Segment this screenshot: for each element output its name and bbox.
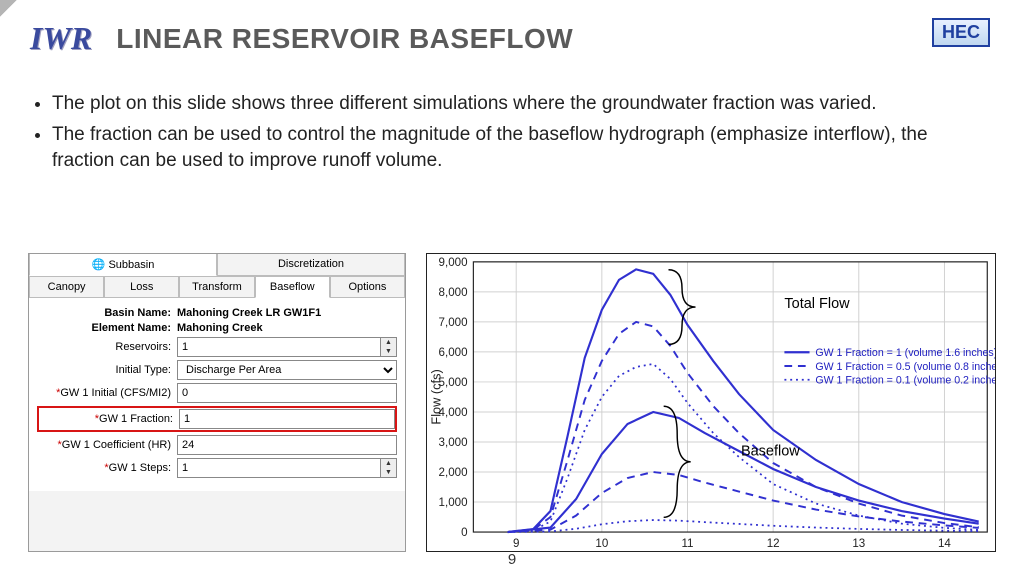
svg-text:Total Flow: Total Flow bbox=[784, 296, 850, 312]
svg-text:GW 1 Fraction = 0.1 (volume 0.: GW 1 Fraction = 0.1 (volume 0.2 inches) bbox=[815, 375, 995, 387]
svg-text:10: 10 bbox=[595, 537, 608, 550]
basin-name-label: Basin Name: bbox=[37, 307, 177, 319]
tab-discretization[interactable]: Discretization bbox=[217, 254, 405, 276]
element-name-label: Element Name: bbox=[37, 322, 177, 334]
svg-text:12: 12 bbox=[767, 537, 780, 550]
element-name-value: Mahoning Creek bbox=[177, 322, 397, 334]
gw1-steps-spinner[interactable]: ▲▼ bbox=[381, 458, 397, 478]
svg-text:11: 11 bbox=[681, 537, 693, 550]
svg-text:3,000: 3,000 bbox=[439, 436, 468, 449]
reservoirs-spinner[interactable]: ▲▼ bbox=[381, 337, 397, 357]
properties-panel: 🌐 Subbasin Discretization Canopy Loss Tr… bbox=[28, 253, 406, 552]
content-row: 🌐 Subbasin Discretization Canopy Loss Tr… bbox=[28, 253, 996, 552]
svg-text:7,000: 7,000 bbox=[439, 316, 468, 329]
hec-logo: HEC bbox=[932, 18, 990, 47]
tab-canopy[interactable]: Canopy bbox=[29, 277, 104, 298]
svg-text:2,000: 2,000 bbox=[439, 466, 468, 479]
svg-text:9,000: 9,000 bbox=[439, 256, 468, 269]
svg-text:Baseflow: Baseflow bbox=[741, 444, 800, 460]
slide-number: 9 bbox=[508, 551, 516, 568]
svg-text:14: 14 bbox=[938, 537, 951, 550]
gw1-initial-label: *GW 1 Initial (CFS/MI2) bbox=[37, 387, 177, 399]
gw1-steps-input[interactable] bbox=[177, 458, 381, 478]
panel-body: Basin Name:Mahoning Creek LR GW1F1 Eleme… bbox=[29, 298, 405, 491]
reservoirs-input[interactable] bbox=[177, 337, 381, 357]
initial-type-label: Initial Type: bbox=[37, 364, 177, 376]
svg-text:0: 0 bbox=[461, 526, 468, 539]
panel-tabs-lower: Canopy Loss Transform Baseflow Options bbox=[29, 276, 405, 298]
slide: IWR LINEAR RESERVOIR BASEFLOW HEC The pl… bbox=[6, 6, 1018, 570]
panel-tabs-upper: 🌐 Subbasin Discretization bbox=[29, 254, 405, 276]
reservoirs-label: Reservoirs: bbox=[37, 341, 177, 353]
flow-chart: 01,0002,0003,0004,0005,0006,0007,0008,00… bbox=[426, 253, 996, 552]
initial-type-select[interactable]: Discharge Per Area bbox=[177, 360, 397, 380]
gw1-steps-label: *GW 1 Steps: bbox=[37, 462, 177, 474]
tab-options[interactable]: Options bbox=[330, 277, 405, 298]
tab-transform[interactable]: Transform bbox=[179, 277, 254, 298]
tab-baseflow[interactable]: Baseflow bbox=[255, 277, 330, 298]
svg-text:9: 9 bbox=[513, 537, 519, 550]
tab-label: Subbasin bbox=[108, 259, 154, 271]
svg-text:1,000: 1,000 bbox=[439, 496, 468, 509]
gw1-initial-input[interactable] bbox=[177, 383, 397, 403]
bullet-item: The fraction can be used to control the … bbox=[52, 122, 994, 175]
svg-text:Flow (cfs): Flow (cfs) bbox=[430, 370, 444, 425]
page-title: LINEAR RESERVOIR BASEFLOW bbox=[116, 23, 573, 55]
chart-container: 01,0002,0003,0004,0005,0006,0007,0008,00… bbox=[426, 253, 996, 552]
slide-header: IWR LINEAR RESERVOIR BASEFLOW HEC bbox=[30, 20, 994, 57]
iwr-logo: IWR bbox=[30, 20, 92, 57]
svg-text:8,000: 8,000 bbox=[439, 286, 468, 299]
tab-subbasin[interactable]: 🌐 Subbasin bbox=[29, 254, 217, 276]
gw1-fraction-label: *GW 1 Fraction: bbox=[39, 413, 179, 425]
gw1-coeff-input[interactable] bbox=[177, 435, 397, 455]
gw1-fraction-input[interactable] bbox=[179, 409, 395, 429]
bullet-item: The plot on this slide shows three diffe… bbox=[52, 91, 994, 118]
bullet-list: The plot on this slide shows three diffe… bbox=[52, 91, 994, 175]
tab-loss[interactable]: Loss bbox=[104, 277, 179, 298]
svg-text:13: 13 bbox=[852, 537, 865, 550]
svg-text:6,000: 6,000 bbox=[439, 346, 468, 359]
basin-name-value: Mahoning Creek LR GW1F1 bbox=[177, 307, 397, 319]
gw1-coeff-label: *GW 1 Coefficient (HR) bbox=[37, 439, 177, 451]
svg-text:GW 1 Fraction = 0.5 (volume 0.: GW 1 Fraction = 0.5 (volume 0.8 inches) bbox=[815, 361, 995, 373]
svg-text:GW 1 Fraction = 1 (volume 1.6: GW 1 Fraction = 1 (volume 1.6 inches) bbox=[815, 347, 995, 359]
